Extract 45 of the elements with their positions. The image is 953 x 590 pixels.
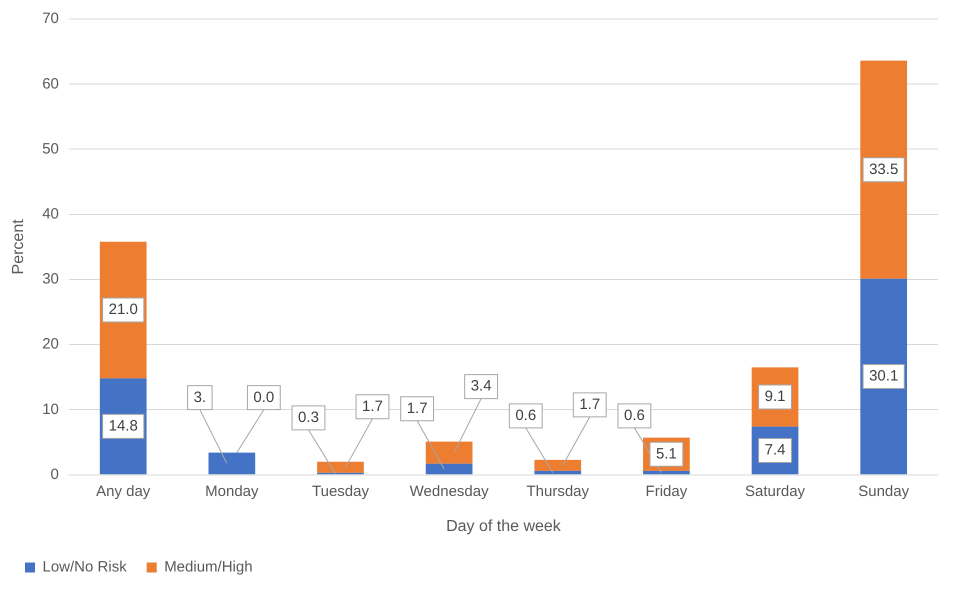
data-label: 7.4: [764, 442, 786, 459]
legend-label: Low/No Risk: [42, 558, 128, 576]
bar: [317, 462, 364, 473]
x-tick-label: Friday: [646, 482, 688, 500]
data-label: 30.1: [869, 368, 898, 385]
data-label: 9.1: [764, 388, 786, 406]
data-label: 5.1: [656, 445, 677, 462]
y-tick-label: 50: [42, 140, 59, 158]
bar: [208, 452, 256, 474]
data-label: 3.4: [470, 378, 492, 395]
x-tick-label: Wednesday: [410, 482, 490, 500]
bar: [534, 460, 582, 471]
y-axis-title: Percent: [10, 218, 28, 274]
x-tick-label: Sunday: [858, 482, 910, 500]
y-tick-label: 60: [42, 75, 59, 92]
bar: [426, 464, 472, 474]
y-tick-label: 40: [42, 205, 59, 222]
legend-label: Medium/High: [164, 558, 253, 576]
data-label: 1.7: [362, 398, 383, 415]
bar: [860, 60, 908, 279]
y-tick-label: 70: [42, 10, 59, 28]
data-label: 0.3: [298, 408, 319, 426]
data-label: 0.0: [253, 388, 274, 406]
x-tick-label: Thursday: [526, 482, 590, 500]
y-tick-label: 30: [42, 270, 59, 288]
x-tick-label: Saturday: [745, 482, 806, 500]
bar: [426, 442, 472, 464]
x-tick-label: Tuesday: [312, 482, 370, 500]
data-label: 0.6: [624, 407, 645, 424]
data-label: 21.0: [108, 301, 138, 318]
y-tick-label: 20: [42, 336, 59, 353]
bar: [643, 470, 690, 474]
x-tick-label: Any day: [96, 482, 151, 500]
data-label: 0.6: [515, 407, 536, 424]
y-tick-label: 10: [42, 400, 59, 418]
x-axis-title: Day of the week: [446, 518, 562, 535]
data-label: 1.7: [406, 400, 428, 417]
y-tick-label: 0: [50, 466, 59, 483]
bar: [860, 278, 908, 474]
data-label: 1.7: [579, 396, 600, 413]
data-label: 14.8: [108, 418, 138, 435]
data-label: 33.5: [869, 160, 898, 178]
data-label: 3.: [194, 388, 206, 406]
bar: [534, 470, 582, 474]
x-tick-label: Monday: [205, 482, 260, 500]
